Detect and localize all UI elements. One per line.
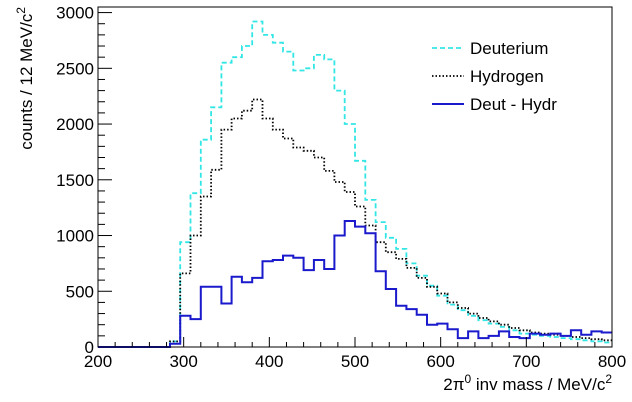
x-tick-label: 500 — [341, 352, 369, 371]
series-line-3 — [98, 220, 612, 348]
legend-label-1: Deuterium — [470, 39, 548, 58]
legend-label-2: Hydrogen — [470, 67, 544, 86]
y-tick-label: 2500 — [56, 59, 94, 78]
y-axis-title: counts / 12 MeV/c2 — [14, 7, 36, 150]
x-tick-label: 700 — [512, 352, 540, 371]
series-line-2 — [98, 98, 612, 348]
x-tick-label: 300 — [169, 352, 197, 371]
x-tick-label: 200 — [84, 352, 112, 371]
y-tick-label: 2000 — [56, 115, 94, 134]
x-tick-label: 400 — [255, 352, 283, 371]
labels-layer: 200 300 400 500 600 700 800 0 500 1000 1500 2000 250… — [56, 4, 626, 371]
y-tick-label: 500 — [66, 282, 94, 301]
legend-label-3: Deut - Hydr — [470, 95, 557, 114]
series-layer — [98, 20, 612, 348]
y-tick-label: 1500 — [56, 171, 94, 190]
y-tick-label: 1000 — [56, 227, 94, 246]
ticks-layer — [97, 12, 613, 348]
x-tick-label: 600 — [426, 352, 454, 371]
legend: Deuterium Hydrogen Deut - Hydr — [432, 39, 557, 114]
x-tick-label: 800 — [598, 352, 626, 371]
y-tick-label: 0 — [85, 338, 94, 357]
x-axis-title: 2π0 inv mass / MeV/c2 — [443, 372, 612, 394]
y-tick-label: 3000 — [56, 4, 94, 23]
